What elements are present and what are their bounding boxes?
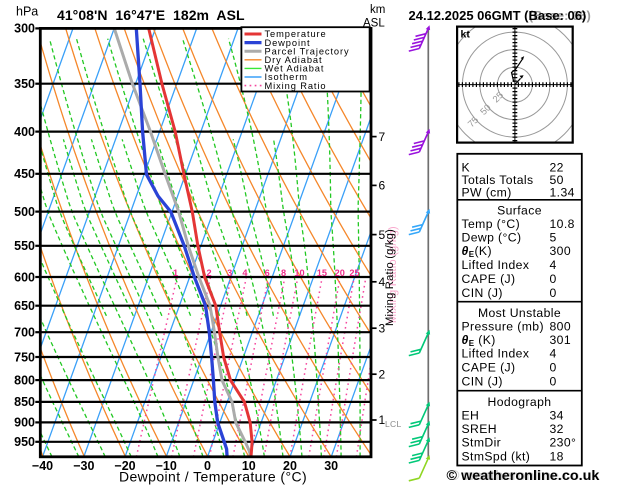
svg-text:301: 301 [550, 333, 572, 347]
svg-text:PW (cm): PW (cm) [462, 186, 512, 200]
svg-text:LCL: LCL [385, 419, 402, 429]
svg-text:6: 6 [379, 179, 386, 193]
svg-text:300: 300 [550, 244, 572, 258]
svg-text:1: 1 [173, 268, 178, 278]
svg-text:10: 10 [294, 268, 304, 278]
svg-text:4: 4 [550, 258, 557, 272]
svg-text:Mixing Ratio (g/kg): Mixing Ratio (g/kg) [387, 226, 399, 323]
svg-text:3: 3 [379, 321, 386, 335]
svg-text:EH: EH [462, 408, 480, 422]
svg-text:θE(K): θE(K) [462, 244, 492, 259]
svg-text:4: 4 [550, 346, 557, 360]
svg-text:CIN (J): CIN (J) [462, 286, 503, 300]
svg-text:50: 50 [550, 173, 564, 187]
svg-text:SREH: SREH [462, 422, 497, 436]
svg-text:−20: −20 [114, 459, 135, 473]
svg-text:km: km [370, 4, 385, 16]
svg-text:0: 0 [550, 374, 557, 388]
svg-text:400: 400 [14, 125, 35, 139]
svg-text:15: 15 [317, 268, 327, 278]
svg-text:StmDir: StmDir [462, 435, 502, 449]
svg-text:Most Unstable: Most Unstable [478, 306, 561, 320]
svg-text:550: 550 [14, 239, 35, 253]
svg-text:Lifted Index: Lifted Index [462, 346, 530, 360]
svg-text:0: 0 [550, 286, 557, 300]
svg-text:600: 600 [14, 270, 35, 284]
svg-text:1.34: 1.34 [550, 186, 575, 200]
svg-text:CAPE (J): CAPE (J) [462, 272, 516, 286]
svg-text:© weatheronline.co.uk: © weatheronline.co.uk [447, 468, 600, 484]
svg-text:800: 800 [550, 319, 572, 333]
svg-text:20: 20 [283, 459, 297, 473]
svg-text:350: 350 [14, 77, 35, 91]
svg-text:10.8: 10.8 [550, 217, 575, 231]
svg-text:0: 0 [550, 360, 557, 374]
svg-text:Totals Totals: Totals Totals [462, 173, 534, 187]
svg-text:Dewpoint / Temperature (°C): Dewpoint / Temperature (°C) [119, 469, 307, 485]
svg-text:41°08'N 16°47'E 182m ASL: 41°08'N 16°47'E 182m ASL [57, 7, 245, 23]
svg-text:22: 22 [550, 161, 564, 175]
svg-text:CIN (J): CIN (J) [462, 374, 503, 388]
svg-text:−10: −10 [156, 459, 177, 473]
svg-text:800: 800 [14, 373, 35, 387]
svg-text:4: 4 [379, 275, 386, 289]
svg-text:Dewpoint: Dewpoint [265, 38, 311, 48]
svg-text:950: 950 [14, 435, 35, 449]
svg-text:650: 650 [14, 299, 35, 313]
svg-text:0: 0 [550, 272, 557, 286]
svg-text:(Base: 06): (Base: 06) [529, 8, 591, 23]
svg-text:32: 32 [550, 422, 564, 436]
svg-text:Isotherm: Isotherm [265, 72, 308, 82]
svg-text:Hodograph: Hodograph [488, 395, 552, 409]
svg-text:Pressure (mb): Pressure (mb) [462, 319, 544, 333]
svg-text:34: 34 [550, 408, 564, 422]
svg-text:8: 8 [281, 268, 286, 278]
svg-text:−40: −40 [32, 459, 53, 473]
svg-text:750: 750 [14, 350, 35, 364]
svg-text:24.12.2025 06GMT (Base: 06): 24.12.2025 06GMT (Base: 06) [409, 8, 587, 23]
svg-text:2: 2 [206, 268, 211, 278]
svg-text:Mixing Ratio: Mixing Ratio [265, 81, 327, 91]
svg-text:StmSpd (kt): StmSpd (kt) [462, 449, 531, 463]
svg-text:700: 700 [14, 326, 35, 340]
svg-text:CAPE (J): CAPE (J) [462, 360, 516, 374]
svg-text:© weatheronline.co.uk: © weatheronline.co.uk [449, 468, 600, 484]
svg-text:230°: 230° [550, 435, 577, 449]
svg-text:Mixing Ratio (g/kg): Mixing Ratio (g/kg) [384, 229, 396, 326]
svg-text:2: 2 [379, 367, 386, 381]
svg-text:1: 1 [379, 413, 386, 427]
svg-text:0: 0 [204, 459, 211, 473]
svg-text:20: 20 [335, 268, 345, 278]
svg-text:5: 5 [550, 230, 557, 244]
svg-text:4: 4 [242, 268, 248, 278]
svg-text:−30: −30 [73, 459, 94, 473]
svg-text:Dry Adiabat: Dry Adiabat [265, 55, 323, 65]
svg-text:K: K [462, 161, 471, 175]
svg-text:Lifted Index: Lifted Index [462, 258, 530, 272]
svg-text:850: 850 [14, 395, 35, 409]
svg-text:Dewp (°C): Dewp (°C) [462, 230, 522, 244]
svg-text:kt: kt [461, 29, 471, 41]
svg-text:25: 25 [349, 268, 359, 278]
svg-text:Temperature: Temperature [265, 29, 327, 39]
svg-text:Surface: Surface [497, 203, 542, 217]
svg-text:Parcel Trajectory: Parcel Trajectory [265, 46, 350, 56]
svg-text:300: 300 [14, 22, 35, 36]
svg-text:450: 450 [14, 167, 35, 181]
svg-text:Temp (°C): Temp (°C) [462, 217, 521, 231]
svg-text:7: 7 [379, 130, 386, 144]
svg-text:10: 10 [242, 459, 256, 473]
svg-text:5: 5 [379, 228, 386, 242]
svg-text:6: 6 [265, 268, 270, 278]
svg-text:Wet Adiabat: Wet Adiabat [265, 64, 325, 74]
svg-text:3: 3 [227, 268, 232, 278]
svg-text:hPa: hPa [16, 5, 38, 19]
svg-text:ASL: ASL [363, 18, 385, 30]
svg-text:500: 500 [14, 205, 35, 219]
svg-text:18: 18 [550, 449, 564, 463]
svg-text:30: 30 [324, 459, 338, 473]
svg-text:900: 900 [14, 416, 35, 430]
